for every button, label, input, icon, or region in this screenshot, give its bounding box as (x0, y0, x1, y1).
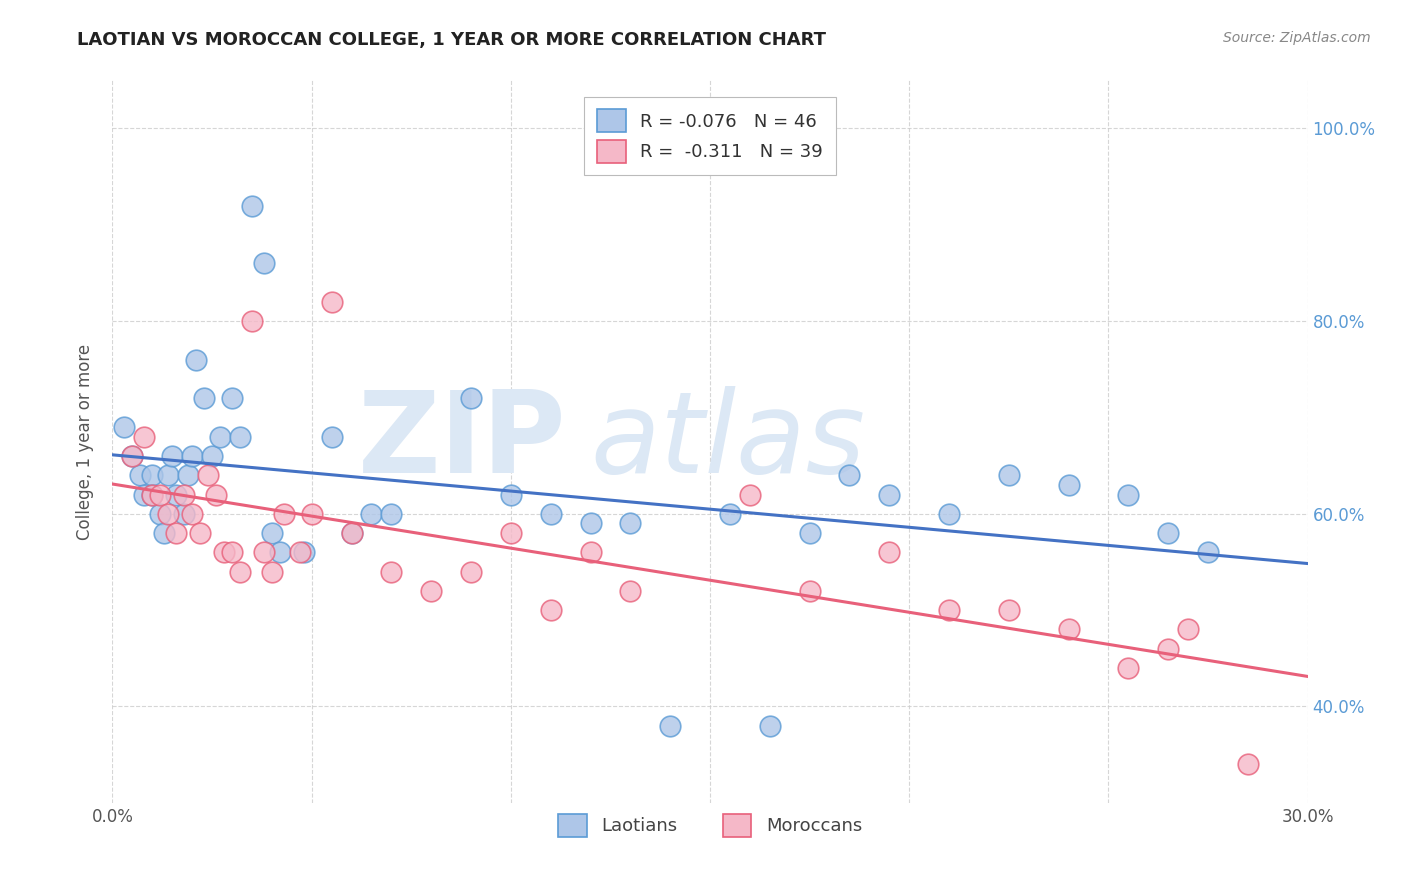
Text: Source: ZipAtlas.com: Source: ZipAtlas.com (1223, 31, 1371, 45)
Point (149, 507, 172, 521)
Point (197, 468, 219, 483)
Point (209, 430, 232, 444)
Point (759, 719, 782, 733)
Point (229, 565, 252, 579)
Point (1157, 641, 1180, 656)
Point (212, 545, 235, 559)
Point (460, 565, 482, 579)
Point (177, 468, 200, 483)
Point (114, 420, 135, 434)
Point (141, 468, 163, 483)
Point (340, 526, 363, 541)
Point (579, 516, 602, 531)
Point (188, 526, 211, 541)
Legend: Laotians, Moroccans: Laotians, Moroccans (551, 806, 869, 845)
Point (579, 545, 602, 559)
Point (499, 487, 522, 501)
Point (998, 468, 1021, 483)
Point (1237, 757, 1260, 772)
Point (619, 516, 641, 531)
Point (173, 507, 195, 521)
Point (1197, 545, 1219, 559)
Point (1118, 487, 1140, 501)
Point (149, 487, 172, 501)
Point (799, 526, 821, 541)
Point (619, 583, 641, 598)
Point (129, 468, 152, 483)
Point (162, 449, 183, 463)
Point (181, 449, 204, 463)
Point (165, 487, 187, 501)
Point (879, 487, 901, 501)
Point (540, 507, 562, 521)
Text: ZIP: ZIP (359, 386, 567, 497)
Point (1057, 478, 1080, 492)
Point (141, 487, 163, 501)
Point (269, 545, 291, 559)
Point (998, 603, 1021, 617)
Point (260, 526, 283, 541)
Point (799, 583, 821, 598)
Point (253, 256, 276, 270)
Y-axis label: College, 1 year or more: College, 1 year or more (76, 343, 94, 540)
Point (321, 430, 343, 444)
Point (273, 507, 295, 521)
Point (165, 526, 187, 541)
Point (240, 314, 263, 328)
Point (260, 565, 283, 579)
Point (193, 391, 215, 405)
Text: atlas: atlas (591, 386, 866, 497)
Point (879, 545, 901, 559)
Point (157, 507, 180, 521)
Text: LAOTIAN VS MOROCCAN COLLEGE, 1 YEAR OR MORE CORRELATION CHART: LAOTIAN VS MOROCCAN COLLEGE, 1 YEAR OR M… (77, 31, 827, 49)
Point (340, 526, 363, 541)
Point (253, 545, 276, 559)
Point (1057, 623, 1080, 637)
Point (221, 545, 243, 559)
Point (938, 507, 960, 521)
Point (360, 507, 382, 521)
Point (288, 545, 311, 559)
Point (301, 507, 323, 521)
Point (186, 352, 208, 367)
Point (321, 294, 343, 309)
Point (718, 507, 741, 521)
Point (221, 391, 243, 405)
Point (499, 526, 522, 541)
Point (738, 487, 761, 501)
Point (1118, 661, 1140, 675)
Point (121, 449, 143, 463)
Point (141, 487, 163, 501)
Point (134, 430, 156, 444)
Point (153, 526, 176, 541)
Point (134, 487, 156, 501)
Point (121, 449, 143, 463)
Point (1157, 526, 1180, 541)
Point (380, 565, 402, 579)
Point (157, 468, 180, 483)
Point (181, 507, 204, 521)
Point (659, 719, 682, 733)
Point (292, 545, 315, 559)
Point (205, 487, 228, 501)
Point (380, 507, 402, 521)
Point (201, 449, 224, 463)
Point (229, 430, 252, 444)
Point (240, 198, 263, 212)
Point (838, 468, 860, 483)
Point (460, 391, 482, 405)
Point (938, 603, 960, 617)
Point (540, 603, 562, 617)
Point (173, 487, 195, 501)
Point (1177, 623, 1199, 637)
Point (420, 583, 443, 598)
